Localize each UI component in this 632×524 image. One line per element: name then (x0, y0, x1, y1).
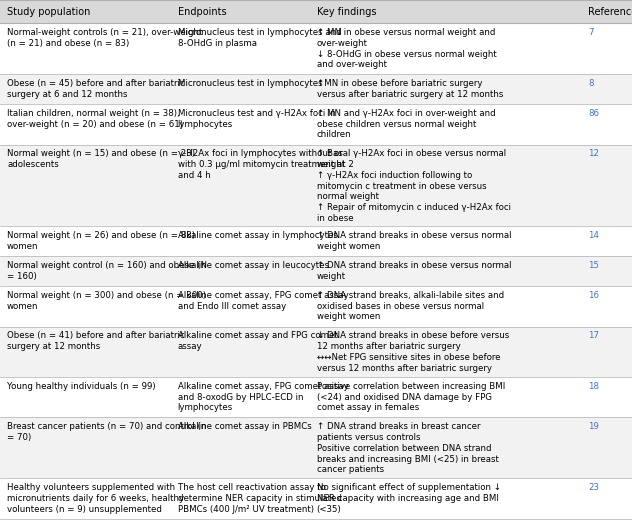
Text: ↓ DNA strand breaks in obese before versus
12 months after bariatric surgery
↔↔N: ↓ DNA strand breaks in obese before vers… (317, 331, 509, 373)
Text: Normal weight (n = 300) and obese (n = 300)
women: Normal weight (n = 300) and obese (n = 3… (7, 291, 206, 311)
Text: Alkaline comet assay in PBMCs: Alkaline comet assay in PBMCs (178, 422, 312, 431)
Text: Normal weight (n = 15) and obese (n = 23)
adolescents: Normal weight (n = 15) and obese (n = 23… (7, 149, 195, 169)
Text: 14: 14 (588, 231, 599, 240)
Text: Endpoints: Endpoints (178, 7, 226, 17)
Text: Young healthy individuals (n = 99): Young healthy individuals (n = 99) (7, 382, 155, 391)
Text: Alkaline comet assay in lymphocytes: Alkaline comet assay in lymphocytes (178, 231, 337, 240)
Text: ↑ DNA strand breaks in obese versus normal
weight women: ↑ DNA strand breaks in obese versus norm… (317, 231, 511, 250)
Text: ↑ DNA strand breaks in obese versus normal
weight: ↑ DNA strand breaks in obese versus norm… (317, 261, 511, 280)
Text: ↑ MN and γ-H2Ax foci in over-weight and
obese children versus normal weight
chil: ↑ MN and γ-H2Ax foci in over-weight and … (317, 109, 495, 139)
Text: 23: 23 (588, 483, 599, 492)
Text: 86: 86 (588, 109, 599, 118)
Text: Positive correlation between increasing BMI
(<24) and oxidised DNA damage by FPG: Positive correlation between increasing … (317, 382, 505, 412)
Text: Reference: Reference (588, 7, 632, 17)
Text: 8: 8 (588, 79, 594, 88)
Text: Micronucleus test in lymphocytes and
8-OHdG in plasma: Micronucleus test in lymphocytes and 8-O… (178, 28, 341, 48)
Text: 7: 7 (588, 28, 594, 37)
Text: Micronucleus test in lymphocytes: Micronucleus test in lymphocytes (178, 79, 322, 88)
Text: 18: 18 (588, 382, 599, 391)
Text: Alkaline comet assay, FPG comet assay
and Endo III comet assay: Alkaline comet assay, FPG comet assay an… (178, 291, 348, 311)
Text: ↑ DNA strand breaks in breast cancer
patients versus controls
Positive correlati: ↑ DNA strand breaks in breast cancer pat… (317, 422, 499, 474)
Text: Normal-weight controls (n = 21), over-weight
(n = 21) and obese (n = 83): Normal-weight controls (n = 21), over-we… (7, 28, 202, 48)
Bar (0, 0, 632, 24)
Text: γ-H2Ax foci in lymphocytes without or
with 0.3 μg/ml mitomycin treatment at 2
an: γ-H2Ax foci in lymphocytes without or wi… (178, 149, 353, 180)
Text: Italian children, normal weight (n = 38),
over-weight (n = 20) and obese (n = 61: Italian children, normal weight (n = 38)… (7, 109, 183, 129)
Bar (0, 24, 632, 74)
Bar (0, 326, 632, 377)
Text: Obese (n = 45) before and after bariatric
surgery at 6 and 12 months: Obese (n = 45) before and after bariatri… (7, 79, 185, 99)
Text: 15: 15 (588, 261, 599, 270)
Text: 12: 12 (588, 149, 599, 158)
Bar (0, 226, 632, 256)
Text: Alkaline comet assay in leucocytes: Alkaline comet assay in leucocytes (178, 261, 329, 270)
Bar (0, 74, 632, 104)
Bar (0, 145, 632, 226)
Text: ↑ DNA strand breaks, alkali-labile sites and
oxidised bases in obese versus norm: ↑ DNA strand breaks, alkali-labile sites… (317, 291, 504, 321)
Bar (0, 286, 632, 326)
Text: Obese (n = 41) before and after bariatric
surgery at 12 months: Obese (n = 41) before and after bariatri… (7, 331, 185, 351)
Text: The host cell reactivation assay to
determine NER capacity in stimulated
PBMCs (: The host cell reactivation assay to dete… (178, 483, 341, 514)
Text: 17: 17 (588, 331, 599, 340)
Text: Study population: Study population (7, 7, 90, 17)
Text: No significant effect of supplementation ↓
NER capacity with increasing age and : No significant effect of supplementation… (317, 483, 501, 514)
Text: ↑MN in obese before bariatric surgery
versus after bariatric surgery at 12 month: ↑MN in obese before bariatric surgery ve… (317, 79, 503, 99)
Text: 16: 16 (588, 291, 599, 300)
Text: Alkaline comet assay, FPG comet assay
and 8-oxodG by HPLC-ECD in
lymphocytes: Alkaline comet assay, FPG comet assay an… (178, 382, 348, 412)
Text: Healthy volunteers supplemented with
micronutrients daily for 6 weeks, healthy
v: Healthy volunteers supplemented with mic… (7, 483, 184, 514)
Text: ↑ Basal γ-H2Ax foci in obese versus normal
weight
↑ γ-H2Ax foci induction follow: ↑ Basal γ-H2Ax foci in obese versus norm… (317, 149, 511, 223)
Text: 19: 19 (588, 422, 599, 431)
Text: ↑ MN in obese versus normal weight and
over-weight
↓ 8-OHdG in obese versus norm: ↑ MN in obese versus normal weight and o… (317, 28, 496, 70)
Text: Normal weight (n = 26) and obese (n = 88)
women: Normal weight (n = 26) and obese (n = 88… (7, 231, 195, 250)
Bar (0, 377, 632, 418)
Bar (0, 478, 632, 519)
Bar (0, 256, 632, 286)
Text: Key findings: Key findings (317, 7, 376, 17)
Bar (0, 418, 632, 478)
Bar (0, 104, 632, 145)
Text: Alkaline comet assay and FPG comet
assay: Alkaline comet assay and FPG comet assay (178, 331, 337, 351)
Text: Normal weight control (n = 160) and obese (N
= 160): Normal weight control (n = 160) and obes… (7, 261, 207, 280)
Text: Breast cancer patients (n = 70) and control (n
= 70): Breast cancer patients (n = 70) and cont… (7, 422, 207, 442)
Text: Micronucleus test and γ-H2Ax foci in
lymphocytes: Micronucleus test and γ-H2Ax foci in lym… (178, 109, 336, 129)
